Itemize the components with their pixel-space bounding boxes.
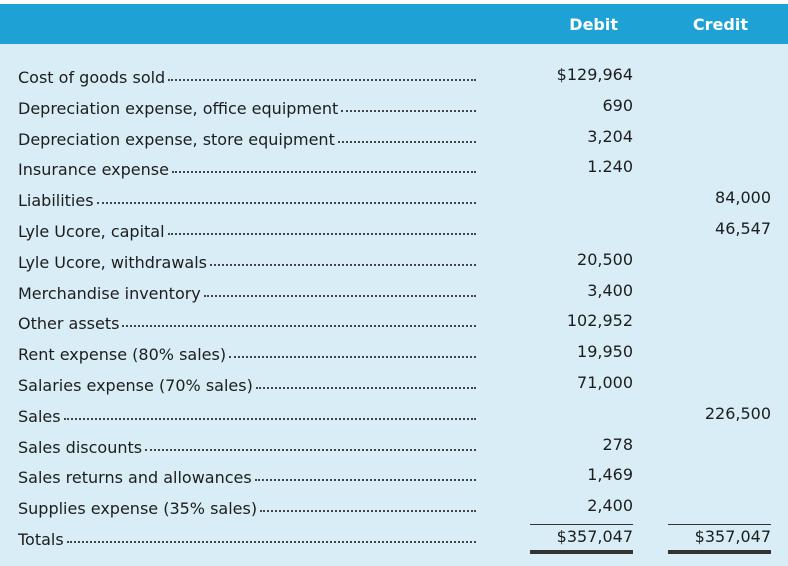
table-row: Depreciation expense, store equipment 3,2…: [0, 122, 788, 153]
account-label: Sales returns and allowances: [18, 468, 252, 488]
totals-debit: $357,047: [556, 527, 633, 546]
table-row: Depreciation expense, office equipment 69…: [0, 91, 788, 122]
leader-dots: [63, 416, 476, 420]
credit-amount: 84,000: [715, 188, 771, 208]
table-row: Cost of goods sold $129,964: [0, 60, 788, 91]
table-row: Sales 226,500: [0, 399, 788, 430]
debit-amount: 71,000: [577, 373, 633, 392]
debit-amount: 2,400: [587, 496, 633, 516]
debit-sum-rule: [530, 524, 633, 525]
debit-amount: $129,964: [556, 65, 633, 84]
table-row: Lyle Ucore, capital 46,547: [0, 214, 788, 245]
table-row: Supplies expense (35% sales) 2,400: [0, 491, 788, 522]
debit-amount: 278: [602, 434, 633, 454]
leader-dots: [254, 477, 476, 482]
account-label: Rent expense (80% sales): [18, 345, 227, 365]
table-header: Debit Credit: [0, 4, 788, 44]
debit-amount: 3,400: [587, 280, 633, 300]
leader-dots: [171, 169, 476, 174]
leader-dots: [203, 293, 476, 297]
debit-total-double-rule: [530, 550, 633, 554]
account-label: Sales: [18, 406, 61, 426]
table-row: Merchandise inventory 3,400: [0, 276, 788, 307]
leader-dots: [229, 354, 476, 359]
table-row: Insurance expense 1.240: [0, 152, 788, 183]
account-label: Merchandise inventory: [18, 283, 201, 303]
leader-dots: [168, 77, 476, 81]
credit-amount: 226,500: [704, 403, 771, 423]
account-label: Supplies expense (35% sales): [18, 499, 258, 519]
account-label: Depreciation expense, store equipment: [18, 129, 335, 149]
account-label: Liabilities: [18, 191, 94, 211]
credit-sum-rule: [668, 524, 771, 525]
account-label: Depreciation expense, office equipment: [18, 98, 339, 118]
table-row: Sales returns and allowances 1,469: [0, 460, 788, 491]
leader-dots: [255, 385, 476, 389]
account-label: Insurance expense: [18, 160, 169, 180]
table-row: Rent expense (80% sales) 19,950: [0, 337, 788, 368]
credit-total-double-rule: [668, 550, 771, 554]
account-label: Sales discounts: [18, 437, 143, 457]
debit-amount: 102,952: [566, 311, 633, 331]
leader-dots: [337, 139, 476, 143]
totals-row: Totals $357,047 $357,047: [0, 522, 788, 553]
table-row: Salaries expense (70% sales) 71,000: [0, 368, 788, 399]
leader-dots: [66, 539, 476, 543]
table-row: Other assets 102,952: [0, 306, 788, 337]
leader-dots: [260, 508, 476, 513]
debit-amount: 19,950: [577, 342, 633, 362]
debit-amount: 1,469: [587, 465, 633, 485]
account-label: Other assets: [18, 314, 120, 334]
debit-amount: 1.240: [587, 157, 633, 177]
credit-column-header: Credit: [692, 15, 748, 34]
table-row: Liabilities 84,000: [0, 183, 788, 214]
debit-column-header: Debit: [569, 15, 618, 34]
debit-amount: 690: [602, 95, 633, 115]
table-row: Lyle Ucore, withdrawals 20,500: [0, 245, 788, 276]
credit-amount: 46,547: [715, 219, 771, 238]
debit-amount: 3,204: [587, 126, 633, 146]
leader-dots: [167, 231, 476, 235]
account-label: Lyle Ucore, capital: [18, 222, 165, 241]
leader-dots: [209, 262, 476, 266]
table-row: Sales discounts 278: [0, 430, 788, 461]
trial-balance-table: Debit Credit Cost of goods sold $129,964 D…: [0, 4, 788, 566]
leader-dots: [122, 323, 476, 328]
account-label: Lyle Ucore, withdrawals: [18, 252, 207, 272]
account-label: Cost of goods sold: [18, 68, 166, 87]
totals-label: Totals: [18, 530, 64, 549]
debit-amount: 20,500: [577, 249, 633, 269]
account-label: Salaries expense (70% sales): [18, 376, 253, 395]
leader-dots: [341, 108, 476, 112]
leader-dots: [145, 447, 476, 451]
totals-credit: $357,047: [694, 527, 771, 546]
leader-dots: [96, 200, 476, 205]
